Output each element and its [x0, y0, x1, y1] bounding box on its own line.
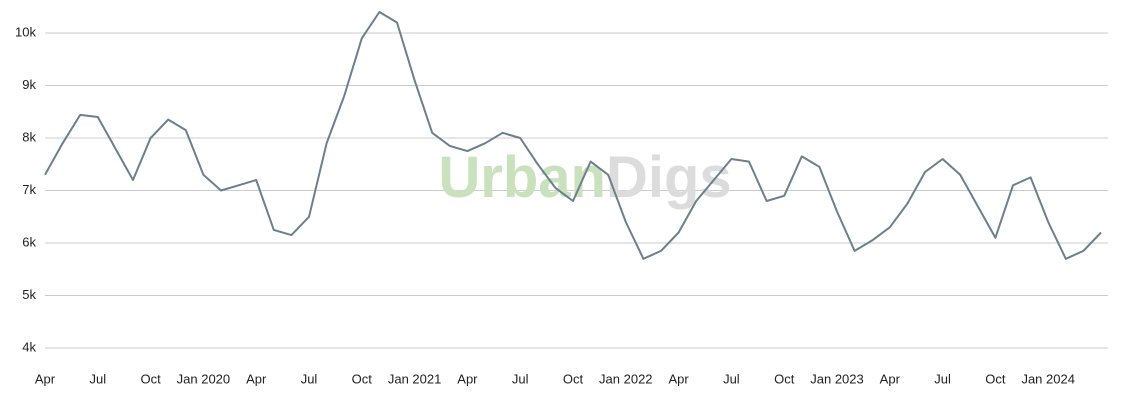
x-tick-label: Jan 2022	[599, 371, 653, 386]
x-tick-label: Oct	[140, 371, 161, 386]
y-tick-label: 10k	[15, 24, 36, 39]
x-tick-label: Oct	[563, 371, 584, 386]
x-tick-label: Jan 2020	[177, 371, 231, 386]
x-tick-label: Oct	[352, 371, 373, 386]
x-tick-label: Jul	[301, 371, 318, 386]
x-tick-label: Jan 2024	[1021, 371, 1075, 386]
x-tick-label: Jul	[934, 371, 951, 386]
y-tick-label: 4k	[22, 339, 36, 354]
x-tick-label: Oct	[774, 371, 795, 386]
y-tick-label: 7k	[22, 182, 36, 197]
x-tick-label: Apr	[668, 371, 689, 386]
x-tick-label: Apr	[457, 371, 478, 386]
x-tick-label: Apr	[35, 371, 56, 386]
x-tick-label: Oct	[985, 371, 1006, 386]
x-tick-label: Apr	[246, 371, 267, 386]
x-tick-label: Apr	[880, 371, 901, 386]
y-tick-label: 8k	[22, 129, 36, 144]
x-tick-label: Jul	[89, 371, 106, 386]
watermark-part: Digs	[606, 145, 732, 210]
watermark-part: Urban	[438, 145, 606, 210]
x-tick-label: Jan 2023	[810, 371, 864, 386]
series-line	[44, 11, 1102, 260]
x-tick-label: Jan 2021	[388, 371, 442, 386]
y-tick-label: 9k	[22, 77, 36, 92]
y-tick-label: 5k	[22, 287, 36, 302]
y-tick-label: 6k	[22, 234, 36, 249]
watermark: UrbanDigs	[438, 145, 731, 210]
x-tick-label: Jul	[723, 371, 740, 386]
x-tick-label: Jul	[512, 371, 529, 386]
